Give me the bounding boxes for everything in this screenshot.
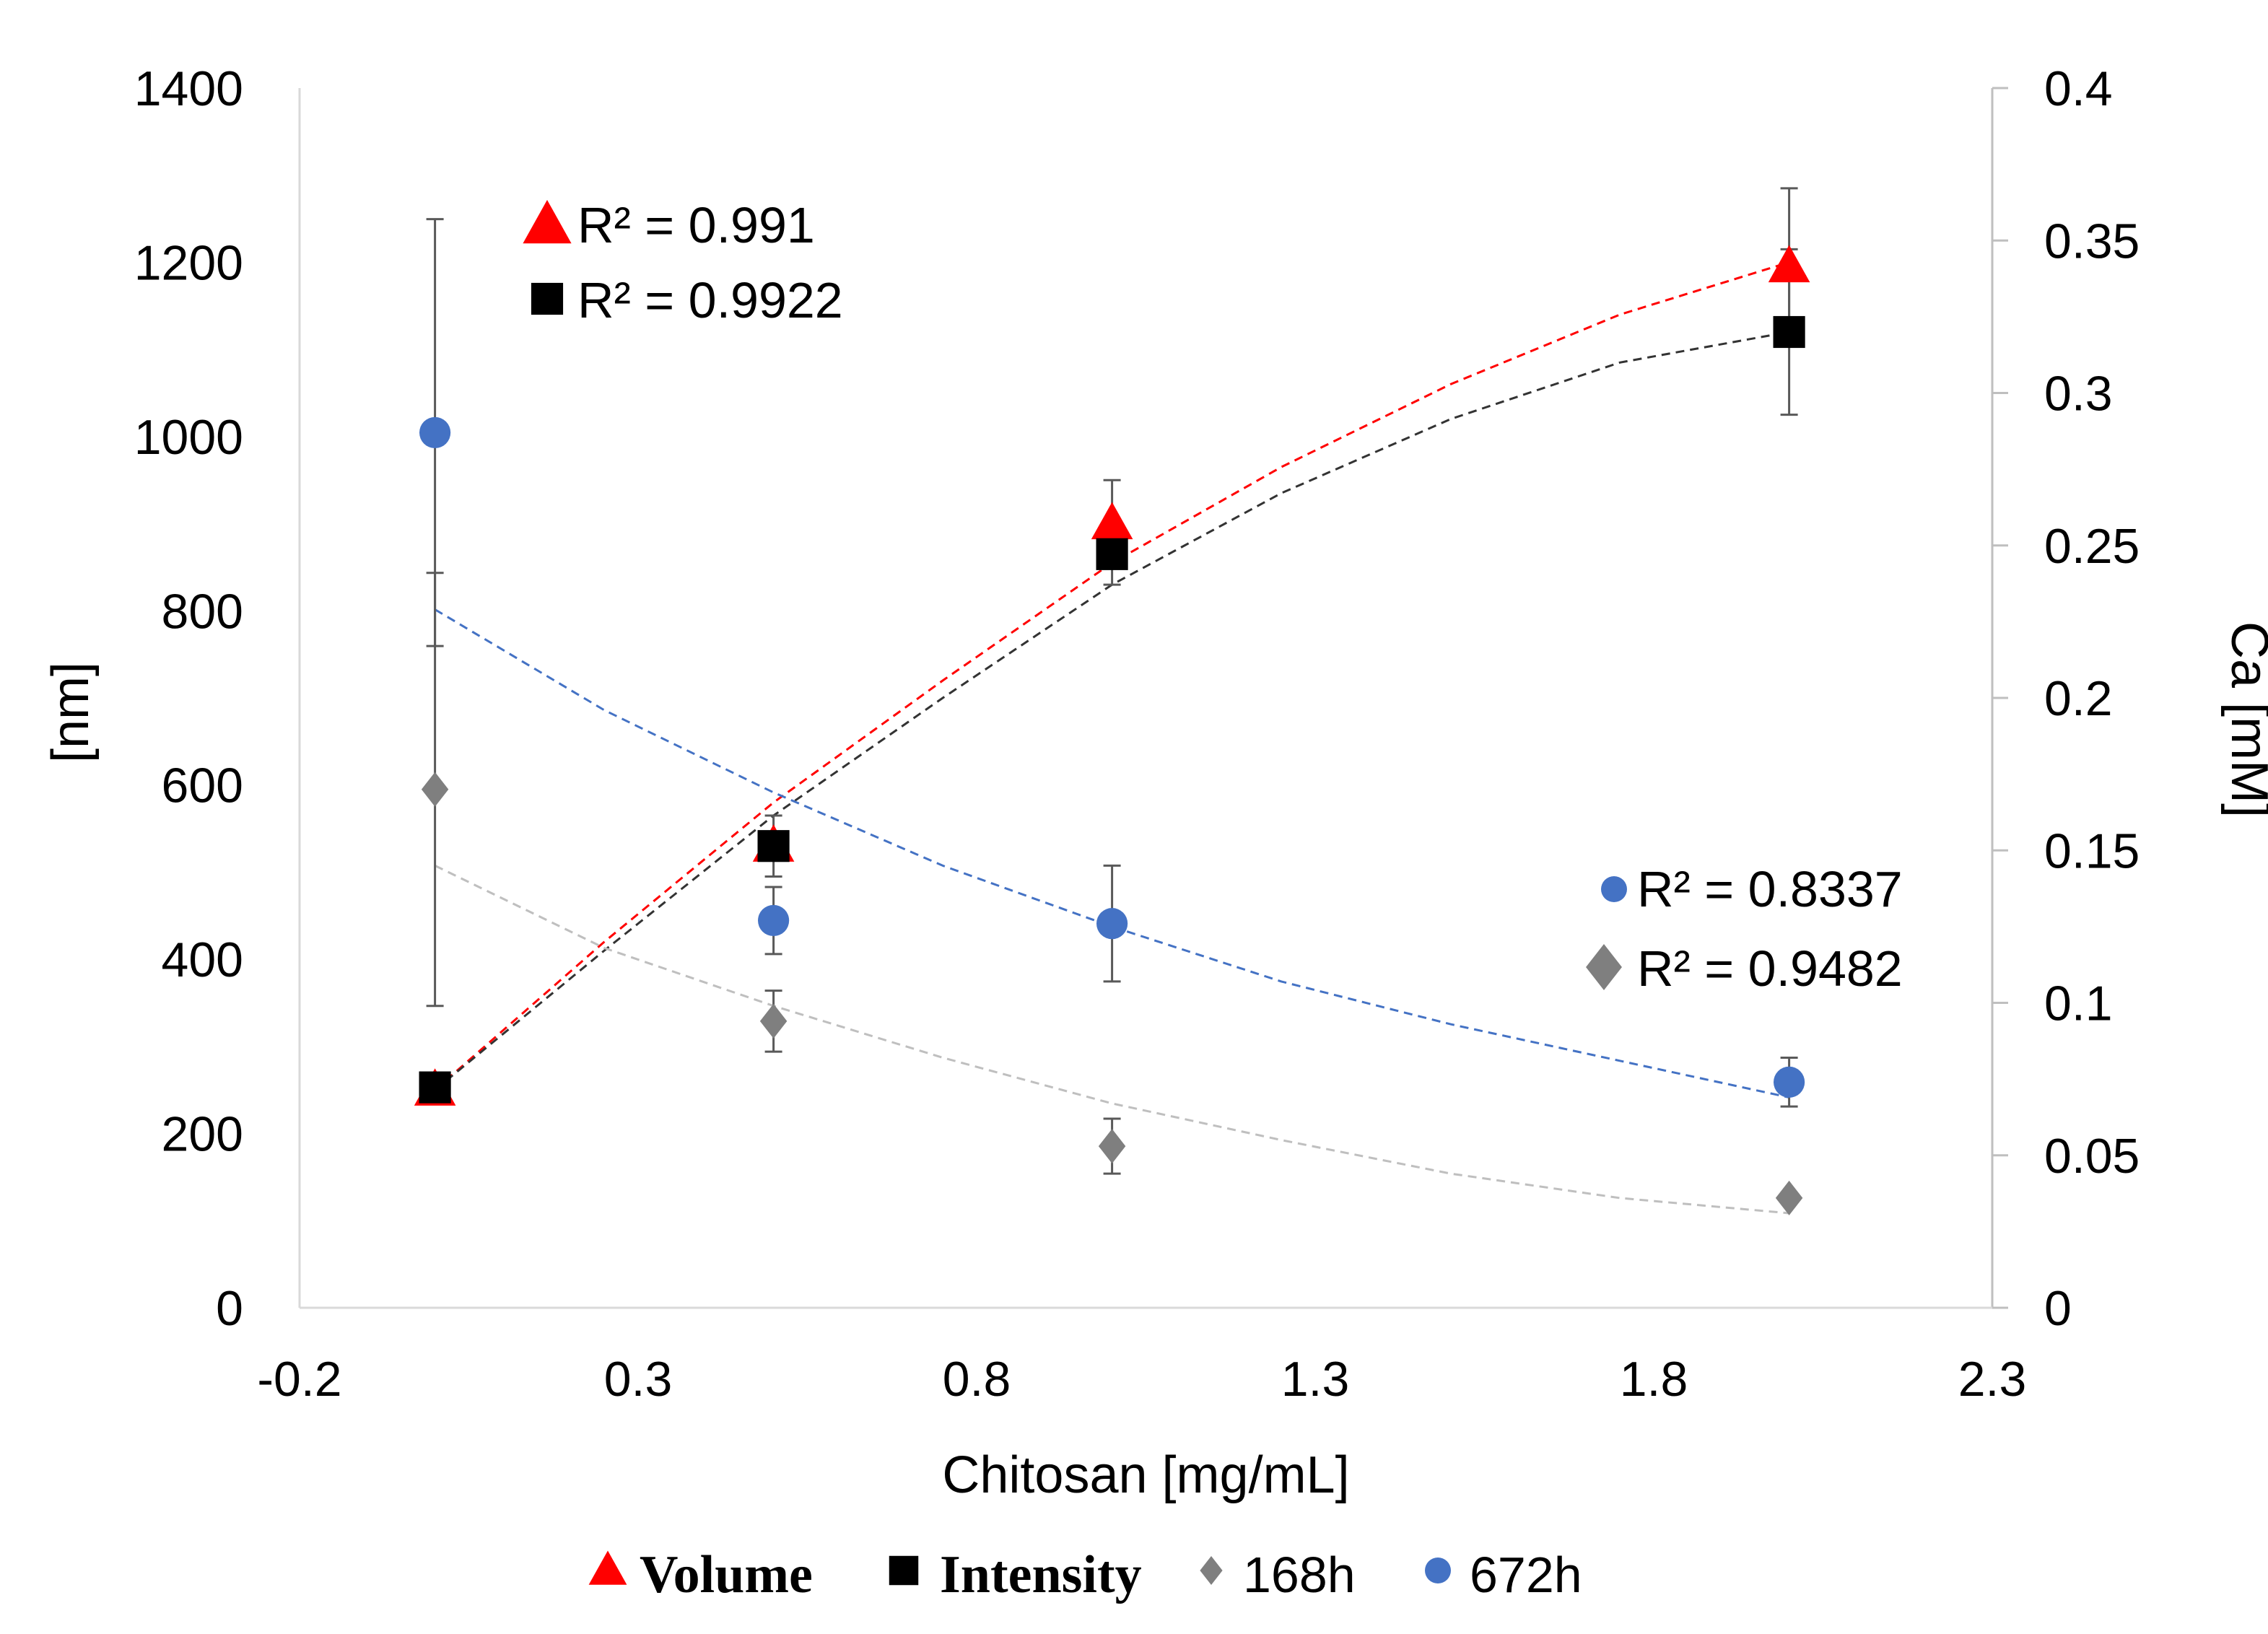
x-tick-label: 0.3 xyxy=(604,1352,673,1407)
legend-marker-672h xyxy=(1425,1557,1451,1583)
r2-marker-volume xyxy=(523,200,572,244)
point-volume xyxy=(1768,245,1810,283)
trendline-672h xyxy=(434,608,1789,1098)
legend-label-672h: 672h xyxy=(1470,1547,1582,1603)
x-tick-label: -0.2 xyxy=(257,1352,341,1407)
point-672h xyxy=(1774,1066,1805,1098)
point-intensity xyxy=(419,1071,451,1104)
y-axis-title: [nm] xyxy=(42,662,100,763)
y2-tick-label: 0.25 xyxy=(2044,519,2140,574)
y2-tick-label: 0.2 xyxy=(2044,671,2113,726)
y-tick-label: 200 xyxy=(162,1107,243,1162)
y-tick-label: 600 xyxy=(162,759,243,813)
y2-tick-label: 0.15 xyxy=(2044,823,2140,878)
y2-tick-label: 0.05 xyxy=(2044,1129,2140,1184)
y-tick-label: 800 xyxy=(162,584,243,639)
y-tick-label: 1000 xyxy=(134,410,243,465)
axes: 0 200 400 600 800 1000 1200 1400 0 0.05 0.1 0.15 0.2… xyxy=(42,61,2268,1504)
data-points xyxy=(414,245,1810,1215)
x-tick-label: 1.8 xyxy=(1620,1352,1688,1407)
point-168h xyxy=(1775,1180,1803,1215)
error-bars xyxy=(426,187,1798,1175)
legend-label-168h: 168h xyxy=(1243,1547,1356,1603)
legend: Volume Intensity 168h 672h xyxy=(588,1545,1582,1604)
r2-label-intensity: R² = 0.9922 xyxy=(577,272,843,328)
r2-label-168h: R² = 0.9482 xyxy=(1637,940,1903,997)
x-tick-label: 2.3 xyxy=(1958,1352,2027,1407)
point-intensity xyxy=(1773,315,1805,349)
y2-tick-label: 0 xyxy=(2044,1281,2072,1336)
trendline-168h xyxy=(434,865,1789,1215)
x-tick-label: 0.8 xyxy=(943,1352,1011,1407)
r2-marker-intensity xyxy=(531,282,564,315)
y-tick-label: 1400 xyxy=(134,61,243,116)
y2-tick-label: 0.35 xyxy=(2044,214,2140,268)
y2-tick-label: 0.4 xyxy=(2044,61,2113,116)
y-tick-label: 0 xyxy=(216,1281,243,1336)
point-168h xyxy=(421,772,449,807)
r2-marker-168h xyxy=(1586,944,1622,990)
r2-label-volume: R² = 0.991 xyxy=(577,197,815,253)
point-168h xyxy=(759,1003,788,1039)
point-672h xyxy=(758,904,790,937)
y-tick-label: 1200 xyxy=(134,235,243,290)
legend-marker-168h xyxy=(1200,1556,1223,1585)
y-tick-label: 400 xyxy=(162,932,243,987)
r2-annotations: R² = 0.991 R² = 0.9922 R² = 0.8337 R² = 0.9… xyxy=(523,197,1903,997)
r2-label-672h: R² = 0.8337 xyxy=(1637,861,1903,917)
legend-marker-volume xyxy=(588,1550,627,1585)
y2-tick-label: 0.1 xyxy=(2044,977,2113,1031)
legend-label-intensity: Intensity xyxy=(940,1545,1142,1604)
point-168h xyxy=(1098,1129,1126,1164)
y2-tick-label: 0.3 xyxy=(2044,367,2113,421)
point-intensity xyxy=(1096,538,1128,570)
trendlines xyxy=(434,261,1790,1215)
x-tick-label: 1.3 xyxy=(1281,1352,1350,1407)
point-volume xyxy=(1091,502,1133,540)
point-672h xyxy=(1096,908,1128,940)
legend-label-volume: Volume xyxy=(640,1545,813,1604)
point-672h xyxy=(419,416,451,449)
y2-axis-title: Ca [mM] xyxy=(2220,621,2268,818)
legend-marker-intensity xyxy=(889,1555,919,1586)
x-axis-title: Chitosan [mg/mL] xyxy=(942,1446,1349,1504)
point-intensity xyxy=(757,830,790,862)
r2-marker-672h xyxy=(1601,876,1627,902)
